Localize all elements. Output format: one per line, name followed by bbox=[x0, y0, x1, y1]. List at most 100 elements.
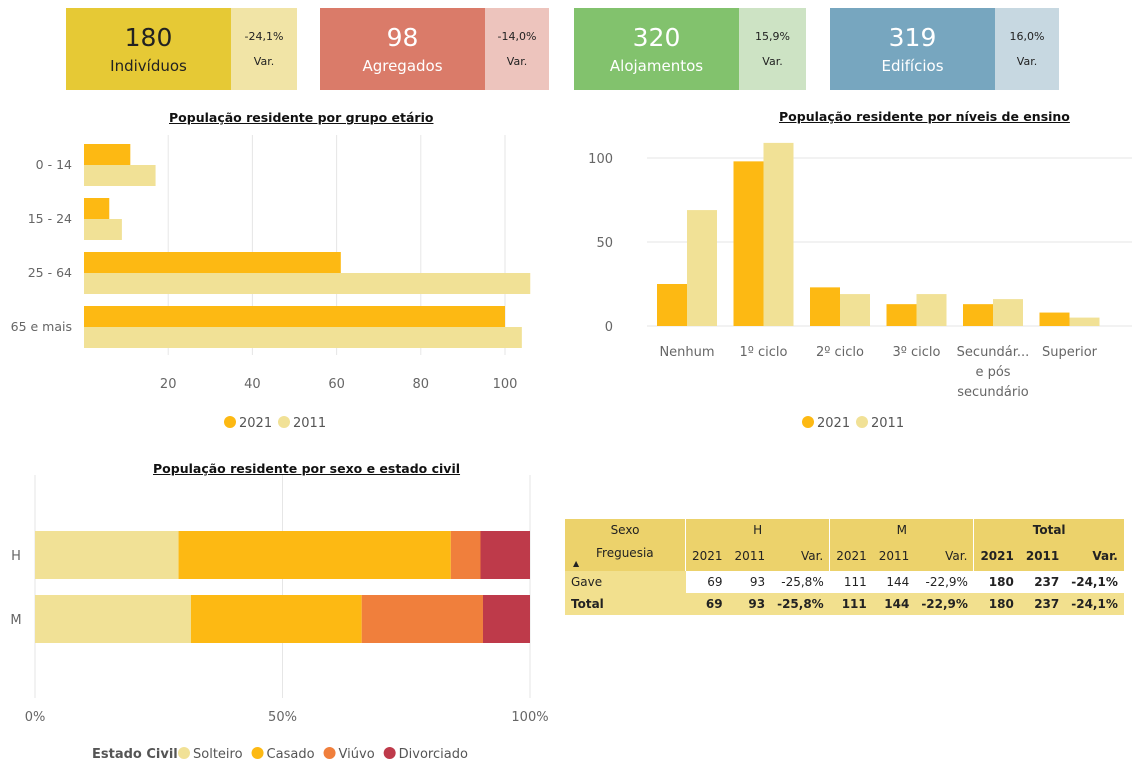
legend-label-divorciado: Divorciado bbox=[399, 747, 468, 762]
cell: 111 bbox=[843, 575, 867, 589]
cell: 69 bbox=[685, 593, 729, 615]
bar-25-64-2011 bbox=[84, 273, 531, 294]
kpi-main: 180 Indivíduos bbox=[66, 8, 231, 90]
bar-65-e-mais-2021 bbox=[84, 306, 505, 327]
cell: -25,8% bbox=[771, 593, 830, 615]
cell: 237 bbox=[1034, 575, 1060, 589]
x-tick-label: 1º ciclo bbox=[739, 345, 787, 360]
bar-2-ciclo-2021 bbox=[810, 287, 840, 326]
bar-1-ciclo-2011 bbox=[763, 142, 794, 326]
bar-m-vi-vo bbox=[361, 595, 483, 643]
bar-15-24-2011 bbox=[84, 219, 122, 240]
legend-marker-solteiro bbox=[178, 747, 190, 759]
legend-marker-2011 bbox=[278, 416, 290, 428]
bar-nenhum-2011 bbox=[687, 210, 717, 326]
x-tick-label: 50% bbox=[268, 710, 297, 725]
bar-h-casado bbox=[178, 531, 451, 579]
y-tick-label: 100 bbox=[588, 152, 613, 167]
kpi-var-label: Var. bbox=[506, 55, 528, 68]
table-subheader-row: Freguesia ▲ 2021 2011 Var. 2021 2011 Var… bbox=[565, 541, 1124, 571]
bar-nenhum-2021 bbox=[657, 284, 687, 326]
kpi-var-value: -24,1% bbox=[244, 30, 284, 43]
cell: -25,8% bbox=[781, 575, 824, 589]
kpi-main: 320 Alojamentos bbox=[574, 8, 739, 90]
y-tick-label: 0 - 14 bbox=[36, 157, 72, 172]
freguesia-label: Freguesia bbox=[596, 546, 654, 560]
legend-label-2011: 2011 bbox=[293, 416, 326, 431]
header-m: M bbox=[829, 519, 974, 541]
cell: 180 bbox=[973, 593, 1020, 615]
kpi-card-agregados: 98 Agregados -14,0% Var. bbox=[320, 8, 549, 90]
bar-h-solteiro bbox=[35, 531, 179, 579]
civil-status-chart: 0% 50% 100% H M Estado Civil Solteiro Casado Viú… bbox=[10, 475, 549, 762]
y-tick-label: 65 e mais bbox=[11, 319, 72, 334]
header-total: Total bbox=[973, 519, 1124, 541]
bar-superior-2011 bbox=[1069, 317, 1100, 326]
population-matrix-table: Sexo H M Total Freguesia ▲ 2021 2011 Var… bbox=[565, 519, 1124, 615]
bar-h-divorciado bbox=[480, 531, 530, 579]
bar-m-solteiro bbox=[35, 595, 191, 643]
bar-secund-r-e-p-s-secund-rio-2011 bbox=[993, 299, 1023, 326]
x-tick-label: secundário bbox=[957, 385, 1029, 400]
sort-up-icon[interactable]: ▲ bbox=[573, 559, 580, 568]
legend-label-solteiro: Solteiro bbox=[193, 747, 243, 762]
cell: 144 bbox=[886, 575, 910, 589]
legend-marker-2021 bbox=[802, 416, 814, 428]
kpi-variation: -24,1% Var. bbox=[231, 8, 297, 90]
x-tick-label: Secundár... bbox=[957, 345, 1030, 360]
bar-1-ciclo-2021 bbox=[733, 161, 764, 326]
y-tick-label: H bbox=[11, 549, 21, 564]
kpi-label: Agregados bbox=[362, 57, 443, 75]
bar-0-14-2021 bbox=[84, 144, 131, 165]
legend-marker-vi-vo bbox=[323, 747, 336, 759]
subheader-m-2011: 2011 bbox=[872, 541, 916, 571]
age-chart-title: População residente por grupo etário bbox=[169, 110, 434, 125]
kpi-var-label: Var. bbox=[1016, 55, 1038, 68]
kpi-variation: -14,0% Var. bbox=[485, 8, 549, 90]
kpi-var-label: Var. bbox=[762, 55, 783, 68]
x-tick-label: 20 bbox=[160, 377, 177, 392]
cell: 180 bbox=[988, 575, 1014, 589]
bar-0-14-2011 bbox=[84, 165, 156, 186]
x-tick-label: 60 bbox=[328, 377, 345, 392]
kpi-card-edificios: 319 Edifícios 16,0% Var. bbox=[830, 8, 1059, 90]
kpi-main: 98 Agregados bbox=[320, 8, 485, 90]
cell: 69 bbox=[707, 575, 723, 589]
total-label: Total bbox=[565, 593, 686, 615]
kpi-var-value: 16,0% bbox=[1009, 30, 1045, 43]
kpi-label: Alojamentos bbox=[609, 57, 704, 75]
x-tick-label: 80 bbox=[413, 377, 430, 392]
subheader-total-2011: 2011 bbox=[1019, 541, 1066, 571]
subheader-m-var: Var. bbox=[915, 541, 974, 571]
bar-3-ciclo-2021 bbox=[886, 304, 917, 326]
kpi-value: 98 bbox=[386, 23, 419, 52]
bar-m-casado bbox=[190, 595, 362, 643]
header-sexo: Sexo bbox=[565, 519, 686, 541]
kpi-var-label: Var. bbox=[253, 55, 275, 68]
cell: -24,1% bbox=[1071, 575, 1118, 589]
y-tick-label: 50 bbox=[596, 236, 613, 251]
subheader-h-var: Var. bbox=[771, 541, 830, 571]
kpi-var-value: 15,9% bbox=[755, 30, 790, 43]
subheader-total-var: Var. bbox=[1065, 541, 1124, 571]
civil-chart-title: População residente por sexo e estado ci… bbox=[153, 461, 461, 476]
x-tick-label: Nenhum bbox=[659, 345, 714, 360]
education-level-chart: 0 50 100 Nenhum 1º ciclo 2º ciclo 3º ciclo Secu… bbox=[588, 142, 1132, 431]
subheader-h-2011: 2011 bbox=[728, 541, 772, 571]
x-tick-label: 3º ciclo bbox=[892, 345, 940, 360]
legend-title: Estado Civil bbox=[92, 747, 178, 762]
legend-label-vi-vo: Viúvo bbox=[339, 747, 375, 762]
kpi-label: Indivíduos bbox=[110, 57, 187, 75]
legend-marker-casado bbox=[251, 747, 264, 759]
legend-label-2021: 2021 bbox=[239, 416, 272, 431]
kpi-var-value: -14,0% bbox=[497, 30, 537, 43]
kpi-value: 319 bbox=[888, 23, 937, 52]
header-freguesia[interactable]: Freguesia ▲ bbox=[565, 541, 686, 571]
cell: -24,1% bbox=[1065, 593, 1124, 615]
y-tick-label: M bbox=[10, 613, 21, 628]
kpi-card-alojamentos: 320 Alojamentos 15,9% Var. bbox=[574, 8, 806, 90]
kpi-card-individuos: 180 Indivíduos -24,1% Var. bbox=[66, 8, 297, 90]
subheader-h-2021: 2021 bbox=[684, 541, 729, 571]
x-tick-label: Superior bbox=[1042, 345, 1098, 360]
subheader-total-2021: 2021 bbox=[973, 541, 1020, 571]
